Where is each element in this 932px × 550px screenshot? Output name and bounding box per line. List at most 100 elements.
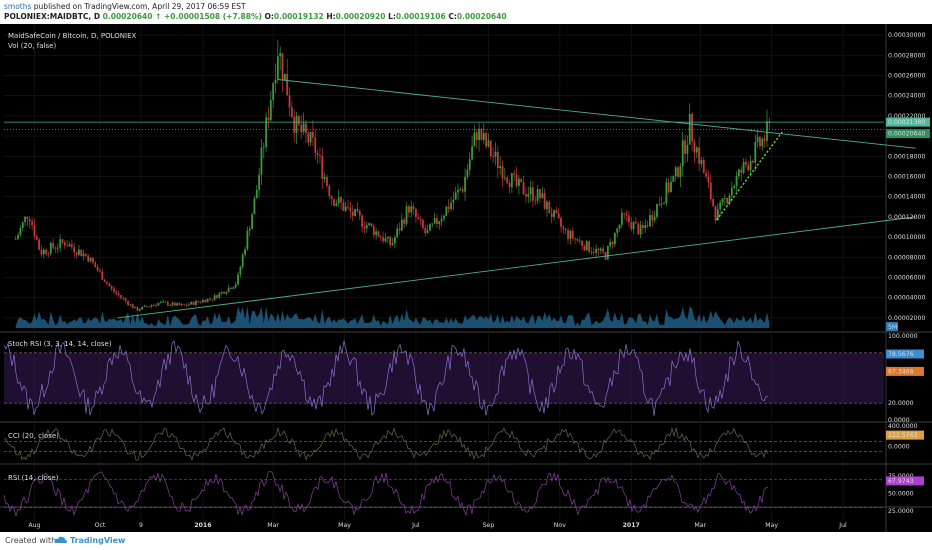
time-tick-label: Jul: [411, 522, 420, 529]
candle-body: [166, 302, 169, 306]
candle-body: [627, 215, 630, 223]
volume-tag-label: 5M: [888, 324, 897, 331]
candle-body: [407, 206, 410, 213]
candle-body: [356, 209, 359, 211]
candle-body: [742, 161, 745, 173]
indicator-band-fill: [4, 352, 884, 404]
candle-body: [246, 230, 249, 250]
price-tag-box: [886, 129, 930, 139]
time-tick-label: Jul: [838, 522, 847, 529]
candle-body: [705, 172, 708, 177]
candle-body: [85, 253, 87, 256]
candle-body: [31, 221, 33, 226]
stoch-rsi-label: Stoch RSI (3, 3, 14, 14, close): [8, 340, 112, 348]
candle-body: [45, 249, 48, 254]
candle-body: [134, 307, 136, 309]
candle-body: [241, 254, 244, 267]
tradingview-cloud-icon: [54, 536, 67, 543]
axes: 0.00030000 0.00028000 0.00026000 0.00024000…: [28, 32, 930, 529]
candle-body: [192, 301, 195, 305]
candle-body: [248, 228, 251, 231]
candle-body: [740, 169, 743, 173]
candle-body: [73, 247, 76, 253]
candle-body: [698, 147, 701, 164]
low-value: 0.00019106: [395, 12, 446, 21]
indicator-tag-box: [886, 349, 924, 359]
candle-body: [326, 177, 328, 186]
candle-body: [763, 138, 766, 141]
candle-body: [733, 186, 736, 189]
candle-body: [314, 137, 317, 154]
candle-body: [546, 201, 548, 209]
indicators: [3, 340, 884, 517]
candle-body: [400, 219, 403, 231]
author-link[interactable]: smoths: [4, 2, 32, 11]
candle-body: [230, 287, 232, 289]
candle-body: [658, 204, 661, 206]
candle-body: [162, 301, 165, 303]
candle-body: [665, 182, 668, 204]
candle-body: [583, 245, 586, 251]
candle-body: [759, 136, 761, 147]
candle-body: [269, 100, 272, 121]
candle-body: [265, 117, 268, 147]
candle-body: [719, 202, 722, 210]
candle-body: [492, 156, 495, 157]
candle-body: [553, 210, 555, 217]
candle-body: [635, 222, 637, 224]
candle-body: [108, 283, 111, 287]
main-chart-title: MaidSafeCoin / Bitcoin, D, POLONIEX: [8, 32, 136, 40]
candle-body: [667, 182, 670, 192]
candle-body: [503, 177, 506, 179]
candle-body: [293, 116, 296, 133]
price-tick-label: 0.00014000: [888, 194, 925, 201]
indicator-tag-label: 78.5676: [888, 351, 914, 358]
candle-body: [431, 223, 434, 225]
candle-body: [300, 124, 303, 133]
time-tick-label: Mar: [694, 522, 706, 529]
candle-body: [110, 286, 113, 289]
tradingview-brand[interactable]: TradingView: [70, 536, 126, 545]
candle-body: [113, 288, 115, 292]
candle-body: [613, 232, 616, 245]
chart-area[interactable]: 0.00030000 0.00028000 0.00026000 0.00024000…: [0, 24, 932, 532]
time-tick-label: Mar: [267, 522, 279, 529]
candle-body: [691, 114, 693, 142]
candle-body: [616, 228, 619, 233]
indicator-tick-label: 400.0000: [888, 423, 918, 430]
chart-svg[interactable]: 0.00030000 0.00028000 0.00026000 0.00024000…: [0, 24, 932, 532]
candle-body: [574, 238, 576, 240]
candle-body: [56, 247, 59, 249]
price-tick-label: 0.00030000: [888, 32, 925, 39]
candle-body: [239, 266, 242, 275]
candle-body: [136, 307, 139, 311]
candle-body: [749, 161, 752, 171]
candle-body: [426, 230, 429, 234]
candle-body: [595, 248, 598, 254]
candle-body: [225, 291, 228, 294]
candle-body: [227, 287, 230, 292]
candle-body: [40, 249, 43, 255]
candle-body: [466, 169, 469, 178]
candle-body: [344, 206, 347, 211]
candle-body: [578, 240, 581, 242]
candle-body: [541, 193, 544, 199]
candle-body: [513, 173, 516, 175]
candle-body: [218, 293, 221, 298]
candle-body: [195, 301, 197, 305]
indicator-line: [3, 340, 769, 416]
footer: Created with TradingView: [0, 532, 932, 550]
candle-body: [370, 223, 373, 226]
candle-body: [52, 242, 55, 248]
open-label: O:: [264, 12, 274, 21]
candle-body: [649, 215, 651, 227]
candle-body: [745, 161, 747, 165]
cci-label: CCI (20, close): [8, 432, 59, 440]
candle-body: [157, 302, 160, 306]
last-price: 0.00020640: [102, 12, 153, 21]
candle-body: [312, 131, 314, 138]
candle-body: [21, 222, 24, 229]
candle-body: [251, 214, 253, 229]
price-candles: [14, 39, 771, 312]
candle-body: [438, 221, 441, 225]
